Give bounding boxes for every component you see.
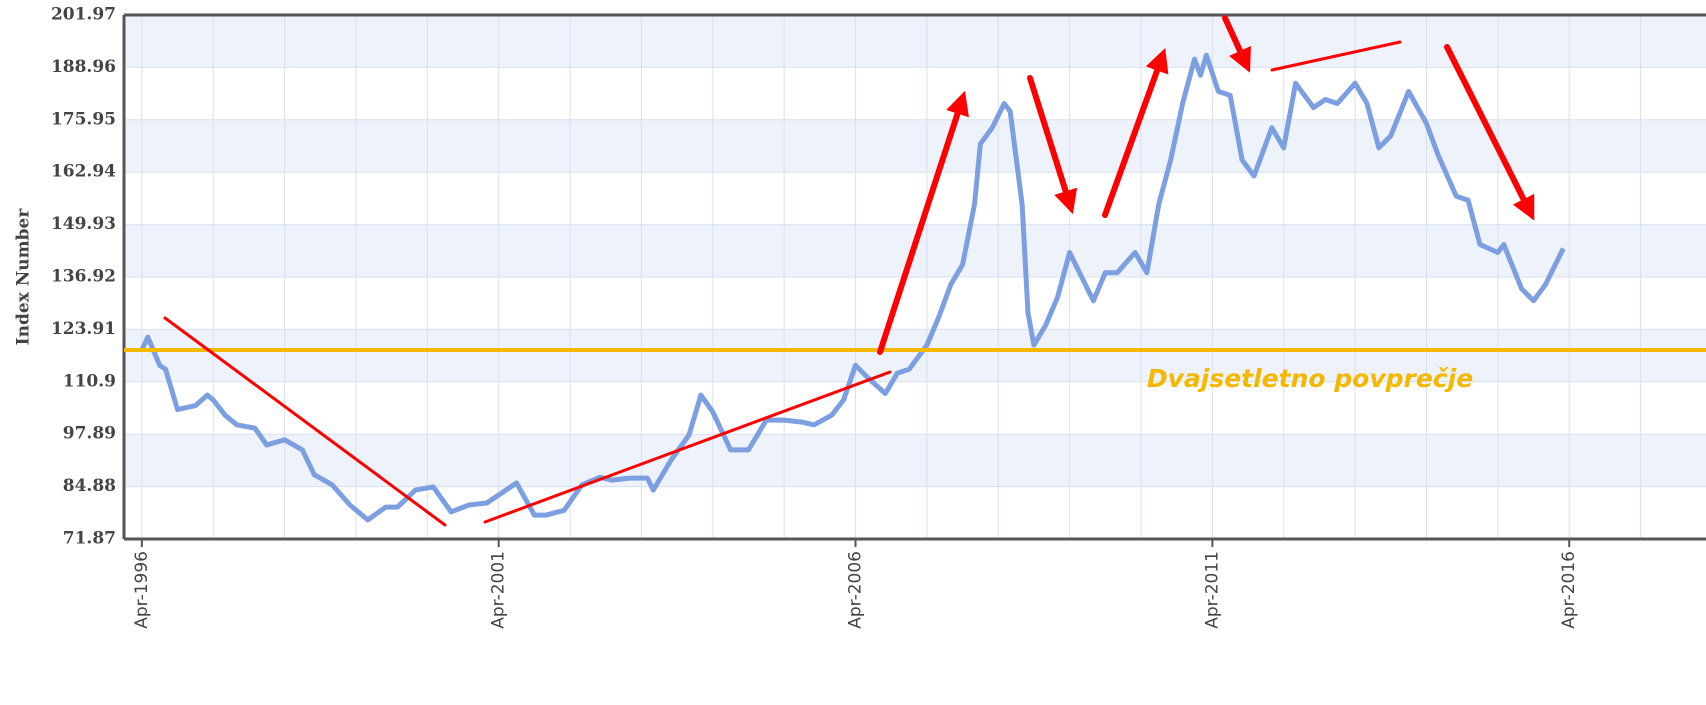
x-tick-label: Apr-2011	[1202, 551, 1222, 629]
trend-line	[483, 370, 892, 524]
plot-background	[124, 15, 1706, 539]
plot-band	[124, 486, 1706, 539]
x-tick-label: Apr-2016	[1559, 551, 1579, 629]
plot-band	[124, 381, 1706, 435]
trend-line	[1270, 40, 1402, 72]
plot-band	[124, 277, 1706, 330]
y-tick-label: 201.97	[51, 5, 116, 25]
y-tick-label: 162.94	[51, 162, 116, 182]
y-tick-label: 136.92	[51, 267, 116, 287]
y-tick-label: 149.93	[51, 214, 116, 234]
trend-line	[163, 316, 447, 527]
grid: 71.87 84.88 97.89 110.9 123.91 136.92 149.93 16…	[51, 5, 1706, 629]
plot-band	[124, 15, 1706, 68]
arrow	[877, 90, 969, 355]
arrow	[1102, 47, 1169, 218]
y-tick-label: 84.88	[63, 476, 116, 496]
arrow	[1444, 44, 1535, 221]
x-tick-label: Apr-2006	[846, 551, 866, 629]
arrow	[1222, 15, 1251, 73]
average-label: Dvajsetletno povprečje	[1147, 364, 1473, 393]
x-tick-label: Apr-1996	[132, 551, 152, 629]
y-tick-label: 97.89	[63, 424, 116, 444]
arrow	[1027, 75, 1078, 215]
plot-band	[124, 434, 1706, 487]
y-axis-label: Index Number	[14, 208, 34, 346]
y-tick-label: 188.96	[51, 57, 116, 77]
y-tick-label: 175.95	[51, 109, 116, 129]
plot-band	[124, 172, 1706, 225]
plot-band	[124, 119, 1706, 173]
data-line	[139, 52, 1566, 523]
x-tick-label: Apr-2001	[489, 551, 509, 629]
plot-band	[124, 67, 1706, 120]
y-tick-label: 71.87	[63, 529, 116, 549]
y-tick-label: 123.91	[51, 319, 116, 339]
marks	[124, 52, 1706, 523]
annotations	[163, 15, 1535, 527]
y-tick-label: 110.9	[63, 371, 116, 391]
plot-band	[124, 329, 1706, 382]
